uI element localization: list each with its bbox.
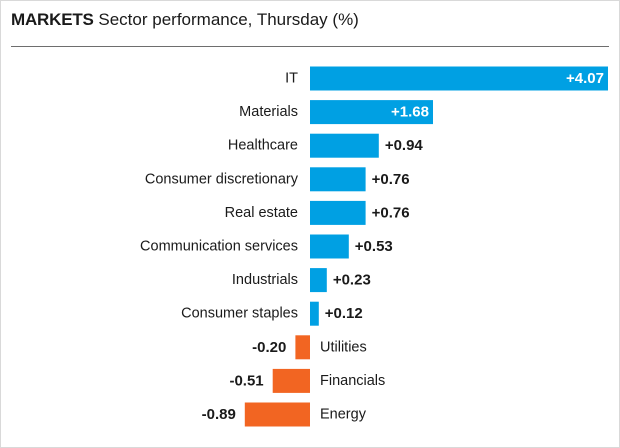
value-label: -0.89 <box>202 406 236 423</box>
bar <box>272 368 310 393</box>
bar-row: Real estate +0.76 <box>225 200 410 225</box>
category-label: Utilities <box>320 339 367 355</box>
bar <box>244 402 310 427</box>
bar <box>310 133 379 158</box>
bar-row: Consumer staples +0.12 <box>181 301 363 326</box>
title-text: Sector performance, Thursday (%) <box>98 10 359 29</box>
bar-row: Utilities -0.20 <box>252 335 367 360</box>
bar <box>310 167 366 192</box>
category-label: Materials <box>239 104 298 120</box>
bar-row: Financials -0.51 <box>229 368 385 393</box>
bar <box>310 200 366 225</box>
bar-row: Energy -0.89 <box>202 402 367 427</box>
value-label: +0.94 <box>385 137 424 154</box>
bar <box>310 268 327 293</box>
category-label: Industrials <box>232 272 298 288</box>
category-label: Consumer staples <box>181 306 298 322</box>
bar <box>310 301 319 326</box>
bar-row: Communication services +0.53 <box>140 234 393 259</box>
bar <box>310 66 608 91</box>
bar-row: Consumer discretionary +0.76 <box>145 167 410 192</box>
bar <box>310 100 433 125</box>
bar-row: Healthcare +0.94 <box>228 133 424 158</box>
value-label: +0.23 <box>333 272 371 289</box>
bar <box>310 234 349 259</box>
category-label: Consumer discretionary <box>145 171 299 187</box>
category-label: Energy <box>320 407 367 423</box>
title-divider <box>11 46 609 47</box>
value-label: +0.12 <box>325 305 363 322</box>
category-label: Communication services <box>140 239 298 255</box>
bar-row: Materials +1.68 <box>239 100 433 125</box>
category-label: Financials <box>320 373 385 389</box>
bar-row: Industrials +0.23 <box>232 268 371 293</box>
category-label: IT <box>285 71 298 87</box>
value-label: -0.51 <box>229 372 263 389</box>
value-label: +0.76 <box>372 204 410 221</box>
value-label: -0.20 <box>252 339 286 356</box>
value-label: +1.68 <box>391 104 429 121</box>
value-label: +4.07 <box>566 70 604 87</box>
chart-title: MARKETS Sector performance, Thursday (%) <box>11 10 359 30</box>
value-label: +0.53 <box>355 238 393 255</box>
category-label: Real estate <box>225 205 298 221</box>
bar <box>295 335 310 360</box>
category-label: Healthcare <box>228 138 298 154</box>
value-label: +0.76 <box>372 171 410 188</box>
bar-row: IT +4.07 <box>285 66 608 91</box>
title-kicker: MARKETS <box>11 10 94 29</box>
